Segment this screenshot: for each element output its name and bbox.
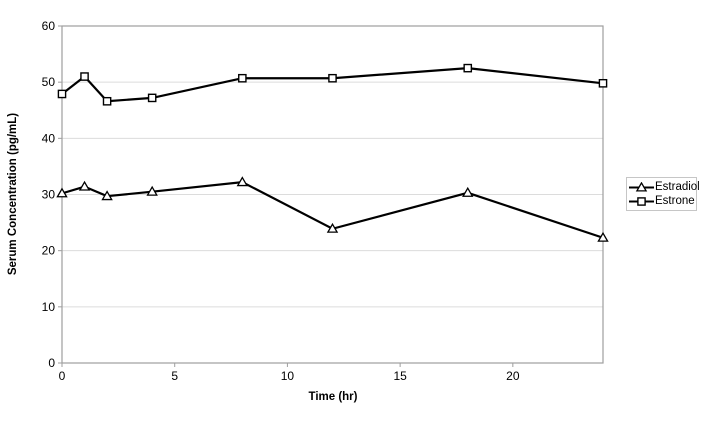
y-axis-title: Serum Concentration (pg/mL) (7, 112, 19, 276)
y-tick-label: 40 (42, 131, 56, 145)
x-axis-title: Time (hr) (308, 391, 358, 403)
legend-item-estradiol: Estradiol (629, 181, 700, 194)
y-tick-label: 30 (42, 188, 56, 202)
legend-marker (637, 196, 646, 206)
y-tick-label: 50 (42, 75, 56, 89)
estrone-square-marker (328, 73, 337, 83)
estradiol-triangle-marker (597, 231, 609, 242)
estrone-square-marker (57, 89, 67, 99)
estradiol-triangle-marker (78, 180, 91, 191)
estrone-square-marker (102, 96, 112, 106)
estradiol-triangle-marker (56, 187, 68, 198)
legend-marker (635, 181, 648, 192)
legend-label: Estrone (655, 194, 695, 207)
estrone-square-marker (598, 78, 608, 88)
estrone-square-marker (147, 93, 157, 103)
y-tick-label: 0 (48, 356, 55, 370)
y-tick-label: 10 (42, 300, 56, 314)
estradiol-triangle-marker (326, 222, 339, 233)
estradiol-triangle-marker (462, 186, 474, 197)
x-tick-label: 0 (59, 369, 66, 383)
estrone-square-marker (463, 63, 473, 73)
estrone-square-marker (238, 73, 247, 83)
estradiol-triangle-legend-icon (629, 181, 654, 192)
estradiol-triangle-marker (146, 185, 158, 196)
estrone-line (61, 67, 604, 103)
x-tick-label: 10 (281, 369, 295, 383)
y-tick-label: 20 (42, 244, 56, 258)
y-tick-label: 60 (42, 19, 56, 33)
legend-label: Estradiol (655, 180, 700, 193)
estrone-series (57, 63, 608, 106)
estrone-square-marker (80, 72, 89, 81)
x-tick-label: 5 (171, 369, 178, 383)
legend: Estradiol Estrone (626, 177, 700, 211)
legend-item-estrone: Estrone (629, 195, 696, 208)
x-tick-label: 15 (393, 369, 407, 383)
estradiol-series (56, 176, 609, 242)
estradiol-triangle-marker (101, 190, 113, 201)
x-tick-label: 20 (506, 369, 520, 383)
estrone-square-legend-icon (629, 196, 654, 206)
estradiol-triangle-marker (236, 176, 249, 187)
